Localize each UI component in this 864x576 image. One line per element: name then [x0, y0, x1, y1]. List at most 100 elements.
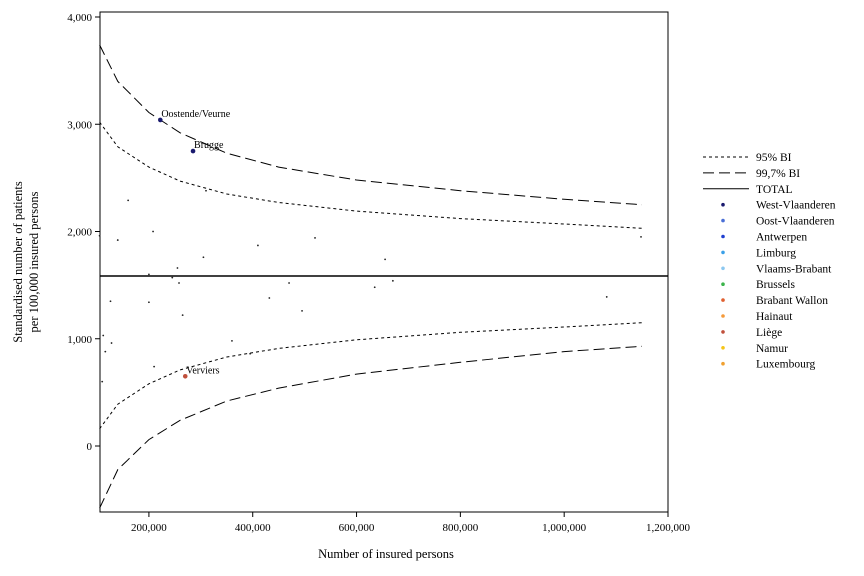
legend-marker	[721, 250, 725, 255]
y-tick-label: 1,000	[67, 334, 92, 346]
y-tick-label: 3,000	[67, 119, 92, 131]
legend-item: Liège	[721, 327, 782, 339]
x-tick-label: 600,000	[339, 522, 375, 534]
data-point	[152, 230, 154, 233]
y-axis-label: Standardised number of patients per 100,…	[11, 181, 41, 343]
legend-item: Brussels	[721, 279, 796, 291]
legend-item: TOTAL	[703, 184, 793, 196]
highlighted-point	[190, 148, 196, 154]
x-tick-label: 200,000	[131, 522, 167, 534]
y-axis-label-line-2: per 100,000 insured persons	[27, 191, 41, 332]
legend-label: Oost-Vlaanderen	[756, 216, 835, 228]
y-tick-label: 4,000	[67, 12, 92, 24]
x-tick-label: 1,000,000	[542, 522, 587, 534]
legend-label: TOTAL	[756, 184, 793, 196]
legend-label: Namur	[756, 343, 788, 355]
data-point	[171, 276, 174, 279]
x-tick-label: 1,200,000	[646, 522, 691, 534]
data-point	[301, 309, 303, 312]
data-point	[605, 296, 608, 298]
legend-item: Luxembourg	[721, 359, 815, 371]
legend-item: Antwerpen	[721, 232, 807, 244]
legend-marker	[721, 330, 725, 334]
legend-marker	[721, 346, 725, 350]
data-point	[153, 365, 156, 368]
legend-label: 99,7% BI	[756, 168, 800, 180]
data-point	[102, 334, 105, 337]
plot-frame	[99, 11, 669, 513]
data-point	[109, 300, 112, 303]
legend-marker	[721, 266, 725, 271]
data-point	[181, 314, 184, 317]
data-point	[384, 258, 386, 261]
legend-marker	[721, 234, 725, 239]
data-point	[101, 380, 104, 383]
x-axis: 200,000 400,000 600,000 800,000 1,000,000 1,2…	[131, 512, 691, 534]
legend-marker	[721, 298, 725, 302]
limit-line-95-upper	[99, 121, 643, 229]
legend-item: Brabant Wallon	[721, 295, 828, 307]
limit-line-997-upper	[99, 44, 643, 206]
y-tick-label: 0	[87, 441, 93, 453]
data-point	[98, 234, 101, 237]
limit-line-95-lower	[99, 322, 643, 430]
legend-label: West-Vlaanderen	[756, 200, 836, 212]
data-point	[257, 244, 259, 247]
data-points: Oostende/Veurne Brugge Verviers	[98, 109, 642, 383]
data-point	[104, 350, 107, 353]
legend-item: Namur	[721, 343, 788, 355]
legend-item: Vlaams-Brabant	[721, 263, 832, 275]
point-label: Verviers	[186, 365, 219, 376]
data-point	[288, 282, 290, 284]
data-point	[640, 235, 642, 238]
data-point	[148, 301, 150, 304]
data-point	[176, 267, 179, 269]
data-point	[148, 273, 150, 276]
legend-item: Hainaut	[721, 311, 793, 323]
legend-marker	[721, 314, 725, 318]
data-point	[373, 286, 376, 289]
data-point	[202, 256, 205, 259]
legend-item: West-Vlaanderen	[721, 200, 836, 212]
limit-lines	[99, 44, 643, 509]
data-point	[205, 189, 207, 192]
data-point	[314, 237, 316, 239]
data-point	[116, 239, 119, 241]
legend-marker	[721, 202, 725, 207]
legend-label: Brussels	[756, 279, 796, 291]
x-tick-label: 800,000	[442, 522, 478, 534]
data-point	[127, 199, 130, 202]
data-point	[391, 279, 394, 282]
data-point	[231, 339, 233, 342]
y-axis-label-line-1: Standardised number of patients	[11, 181, 25, 343]
data-point	[268, 297, 271, 299]
data-point	[110, 342, 113, 344]
legend-label: Antwerpen	[756, 232, 807, 244]
legend-label: Luxembourg	[756, 359, 815, 371]
legend-marker	[721, 218, 725, 223]
legend-label: 95% BI	[756, 152, 792, 164]
limit-line-997-lower	[99, 345, 643, 509]
legend-label: Brabant Wallon	[756, 295, 828, 307]
x-tick-label: 400,000	[235, 522, 271, 534]
highlighted-point	[158, 117, 163, 123]
highlighted-point	[182, 373, 188, 379]
legend: 95% BI 99,7% BI TOTAL West-Vlaanderen Oost-V…	[703, 152, 836, 371]
point-label: Oostende/Veurne	[161, 109, 230, 120]
point-label: Brugge	[194, 140, 224, 151]
y-tick-label: 2,000	[67, 227, 92, 239]
data-point	[178, 282, 180, 284]
legend-marker	[721, 282, 725, 287]
legend-label: Vlaams-Brabant	[756, 263, 832, 275]
data-point	[249, 352, 252, 355]
legend-label: Limburg	[756, 247, 796, 259]
x-axis-label: Number of insured persons	[318, 547, 454, 561]
legend-item: Limburg	[721, 247, 796, 259]
legend-label: Liège	[756, 327, 782, 339]
legend-item: 99,7% BI	[703, 168, 800, 180]
legend-marker	[721, 361, 725, 366]
legend-label: Hainaut	[756, 311, 793, 323]
legend-item: 95% BI	[703, 152, 792, 164]
y-axis: 0 1,000 2,000 3,000 4,000	[67, 12, 100, 453]
